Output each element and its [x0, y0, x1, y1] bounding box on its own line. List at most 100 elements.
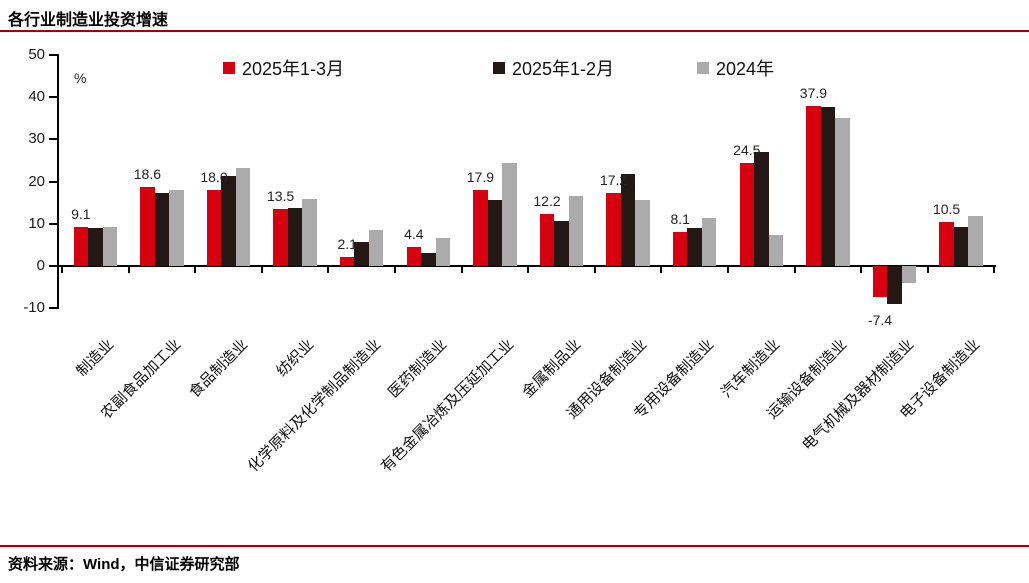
bar-2025年1-2月-制造业: [88, 227, 103, 266]
x-axis-tick: [260, 266, 263, 273]
x-axis-tick: [61, 266, 63, 273]
bar-2025年1-3月-专用设备制造业: [672, 231, 688, 266]
bar-2025年1-3月-制造业: [73, 227, 89, 266]
bar-2025年1-2月-金属制品业: [554, 221, 569, 266]
x-axis-tick: [926, 266, 929, 273]
bar-2024年-化学原料及化学制品制造业: [368, 230, 384, 266]
bar-2024年-电子设备制造业: [968, 216, 983, 266]
y-axis-tick: [49, 180, 57, 183]
legend-label: 2024年: [716, 59, 775, 79]
x-axis-tick: [327, 266, 330, 273]
bar-2024年-运输设备制造业: [835, 117, 850, 266]
x-axis-line: [57, 264, 997, 267]
x-axis-category-label: 汽车制造业: [718, 336, 784, 402]
bar-2025年1-3月-化学原料及化学制品制造业: [339, 256, 355, 266]
x-axis-category-label: 有色金属冶炼及压延加工业: [377, 336, 518, 476]
y-axis-tick: [49, 96, 57, 99]
y-axis-tick: [49, 264, 57, 267]
bar-value-label: 8.1: [670, 210, 690, 227]
bar-value-label: 18.6: [133, 166, 162, 183]
bar-2025年1-3月-运输设备制造业: [806, 106, 821, 266]
bar-2025年1-2月-有色金属冶炼及压延加工业: [487, 199, 503, 266]
bar-2024年-医药制造业: [435, 237, 451, 266]
x-axis-tick: [793, 266, 796, 273]
bar-value-label: 17.2: [599, 172, 628, 189]
bar-value-label: -7.4: [867, 311, 893, 328]
bar-2025年1-3月-食品制造业: [206, 189, 222, 266]
bar-2024年-金属制品业: [568, 196, 584, 266]
bar-2025年1-3月-汽车制造业: [739, 162, 755, 266]
x-axis-category-label: 食品制造业: [185, 336, 251, 402]
legend-swatch-icon: [697, 62, 709, 74]
bar-value-label: 17.9: [466, 169, 495, 186]
bar-2024年-电气机械及器材制造业: [901, 265, 917, 284]
bar-value-label: 12.2: [533, 193, 561, 210]
bar-2025年1-2月-化学原料及化学制品制造业: [354, 242, 369, 266]
bar-2024年-农副食品加工业: [169, 189, 184, 266]
bar-2025年1-3月-电子设备制造业: [939, 221, 954, 266]
y-axis-unit-label: %: [74, 70, 87, 86]
bar-2025年1-2月-通用设备制造业: [620, 174, 636, 266]
legend-swatch-icon: [223, 62, 235, 74]
legend-item-1: 2025年1-3月: [223, 55, 344, 81]
bar-value-label: 10.5: [932, 200, 961, 217]
legend-label: 2025年1-2月: [512, 59, 615, 79]
x-axis-tick: [460, 266, 463, 273]
bar-2025年1-2月-食品制造业: [221, 176, 236, 266]
y-axis-tick: [49, 54, 57, 56]
x-axis-tick: [127, 266, 130, 273]
bar-2025年1-3月-医药制造业: [406, 247, 422, 266]
bar-value-label: 4.4: [404, 226, 424, 243]
y-axis-tick-label: 0: [36, 256, 45, 274]
x-axis-category-label: 制造业: [73, 336, 118, 380]
bar-2024年-制造业: [102, 227, 118, 266]
y-axis-tick-label: 40: [28, 88, 45, 106]
x-axis-category-label: 化学原料及化学制品制造业: [244, 336, 384, 476]
x-axis-category-label: 医药制造业: [385, 336, 451, 402]
bar-2025年1-2月-纺织业: [287, 207, 303, 266]
bar-value-label: 24.5: [733, 141, 761, 158]
bar-2025年1-2月-电气机械及器材制造业: [887, 265, 902, 304]
bar-2025年1-2月-电子设备制造业: [953, 226, 969, 266]
x-axis-category-label: 电气机械及器材制造业: [798, 336, 917, 455]
bar-2025年1-2月-运输设备制造业: [820, 107, 836, 266]
y-axis-tick: [49, 222, 57, 225]
y-axis-tick-label: 10: [28, 214, 45, 232]
x-axis-tick: [194, 266, 197, 273]
bar-value-label: 18.0: [200, 168, 228, 185]
bar-2025年1-2月-医药制造业: [421, 252, 436, 266]
x-axis-tick: [660, 266, 663, 273]
bar-value-label: 13.5: [266, 187, 295, 204]
x-axis-category-label: 金属制品业: [518, 336, 584, 402]
legend-label: 2025年1-3月: [242, 59, 345, 79]
bar-2024年-食品制造业: [235, 168, 251, 266]
x-axis-tick: [993, 266, 996, 273]
bar-2024年-纺织业: [302, 199, 317, 266]
y-axis-tick: [49, 138, 57, 141]
bar-value-label: 9.1: [71, 206, 91, 223]
page-title: 各行业制造业投资增速: [8, 12, 169, 29]
bar-2025年1-2月-汽车制造业: [754, 151, 769, 266]
y-axis-tick-label: 20: [28, 172, 45, 190]
y-axis-tick: [49, 307, 57, 309]
bar-2025年1-3月-纺织业: [273, 208, 288, 266]
legend-swatch-icon: [493, 62, 505, 74]
bar-2025年1-2月-农副食品加工业: [154, 192, 170, 266]
x-axis-tick: [593, 266, 596, 273]
x-axis-tick: [860, 266, 863, 273]
bar-2025年1-3月-有色金属冶炼及压延加工业: [473, 190, 488, 266]
bar-2024年-有色金属冶炼及压延加工业: [502, 162, 517, 266]
y-axis-tick-label: -10: [23, 299, 45, 316]
source-text: 资料来源：Wind，中信证券研究部: [8, 556, 240, 573]
x-axis-tick: [394, 266, 396, 273]
footer-divider: [0, 545, 1029, 547]
bar-2025年1-3月-通用设备制造业: [606, 193, 621, 266]
x-axis-tick: [527, 266, 530, 273]
bar-2024年-汽车制造业: [768, 235, 784, 266]
bar-2025年1-3月-电气机械及器材制造业: [872, 265, 888, 298]
bar-2025年1-3月-金属制品业: [539, 214, 555, 266]
legend-item-2: 2025年1-2月: [493, 55, 614, 81]
bar-2024年-专用设备制造业: [701, 217, 717, 266]
